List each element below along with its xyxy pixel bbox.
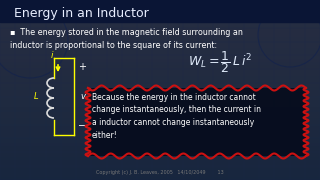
Bar (0, 0, 320, 22)
Text: ▪  The energy stored in the magnetic field surrounding an
inductor is proportion: ▪ The energy stored in the magnetic fiel… (10, 28, 243, 50)
Text: +: + (78, 62, 86, 72)
Text: L: L (33, 92, 38, 101)
Text: i: i (51, 51, 53, 60)
Text: Energy in an Inductor: Energy in an Inductor (14, 6, 149, 19)
Bar (88, 88, 306, 156)
Text: v: v (80, 92, 85, 101)
Text: Because the energy in the inductor cannot
change instantaneously, then the curre: Because the energy in the inductor canno… (92, 93, 261, 140)
Text: −: − (78, 121, 86, 131)
Text: Copyright (c) J. B. Leaves, 2005   14/10/2049        13: Copyright (c) J. B. Leaves, 2005 14/10/2… (96, 170, 224, 175)
Text: $W_L = \dfrac{1}{2}\,L\,i^2$: $W_L = \dfrac{1}{2}\,L\,i^2$ (188, 49, 252, 75)
